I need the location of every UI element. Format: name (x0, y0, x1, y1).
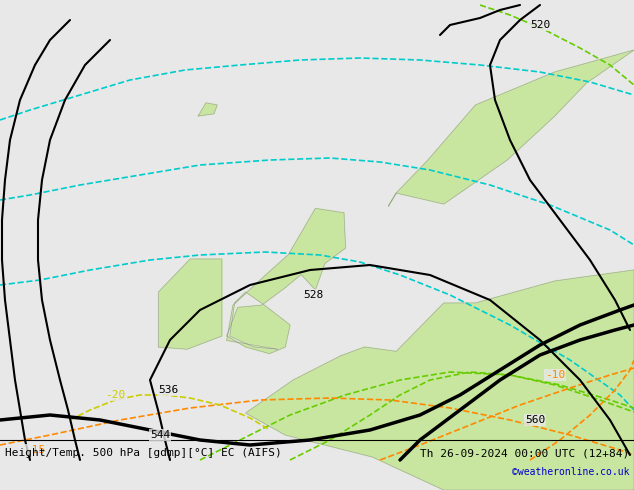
Text: -15: -15 (25, 445, 45, 455)
Bar (0, 50, 634, 440)
Text: 536: 536 (158, 385, 178, 395)
Text: -10: -10 (545, 370, 565, 380)
Polygon shape (198, 103, 217, 116)
Text: 560: 560 (525, 415, 545, 425)
Text: ©weatheronline.co.uk: ©weatheronline.co.uk (512, 467, 629, 477)
Text: -20: -20 (105, 390, 125, 400)
Text: Th 26-09-2024 00:00 UTC (12+84): Th 26-09-2024 00:00 UTC (12+84) (420, 448, 629, 458)
Text: Height/Temp. 500 hPa [gdmp][°C] EC (AIFS): Height/Temp. 500 hPa [gdmp][°C] EC (AIFS… (5, 448, 281, 458)
Polygon shape (246, 270, 634, 490)
Polygon shape (388, 50, 634, 206)
Text: 544: 544 (150, 430, 170, 440)
Polygon shape (158, 259, 222, 349)
Text: 520: 520 (530, 20, 550, 30)
Text: 528: 528 (303, 290, 323, 300)
Polygon shape (227, 208, 346, 354)
